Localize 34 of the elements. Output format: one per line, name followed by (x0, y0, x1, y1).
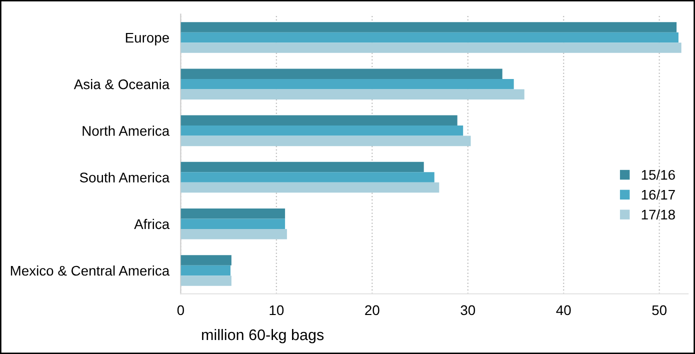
bar (180, 172, 434, 182)
bar (180, 255, 232, 266)
x-tick-label: 0 (177, 305, 184, 316)
x-axis-title: million 60-kg bags (202, 328, 324, 344)
bar (180, 265, 230, 276)
bar (180, 162, 424, 172)
bar (180, 276, 232, 286)
bar (180, 89, 524, 100)
bar (180, 229, 287, 240)
y-tick-label: Europe (126, 32, 169, 46)
y-tick-label: Asia & Oceania (74, 79, 170, 90)
bar (180, 182, 440, 193)
legend-label: 17/18 (642, 209, 675, 220)
legend-label: 16/17 (642, 189, 675, 200)
bar (180, 68, 502, 79)
bar (180, 115, 458, 126)
y-tick-label: North America (82, 126, 170, 136)
bar (180, 78, 514, 90)
x-tick-label: 50 (652, 305, 667, 316)
x-tick-label: 30 (460, 305, 476, 316)
bar (180, 208, 286, 219)
y-tick-label: Mexico & Central America (10, 265, 170, 276)
bar (180, 22, 677, 32)
legend-label: 15/16 (642, 170, 675, 180)
y-tick-label: Africa (134, 218, 170, 230)
bar (180, 126, 464, 136)
bar (180, 136, 471, 146)
y-tick-label: South America (80, 172, 170, 182)
x-tick-label: 40 (556, 305, 571, 316)
x-tick-label: 20 (365, 305, 380, 316)
bar (180, 218, 286, 230)
bar (180, 32, 678, 43)
bar (180, 42, 682, 53)
x-tick-label: 10 (270, 305, 284, 316)
